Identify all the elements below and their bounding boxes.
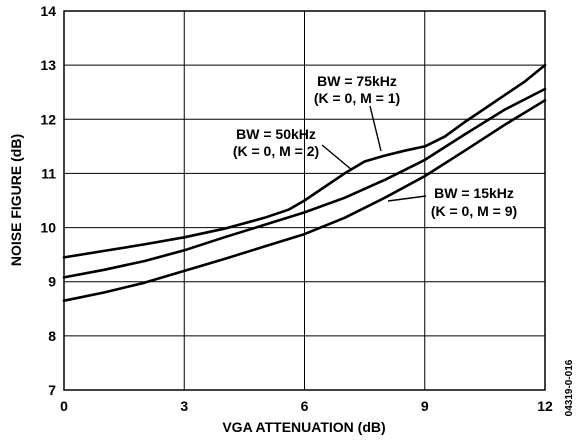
x-tick-label-0: 0 [60,398,68,414]
y-tick-labels: 7 8 9 10 11 12 13 14 [40,3,56,398]
leader-line-15khz [387,195,427,202]
x-tick-label-3: 3 [180,398,188,414]
y-tick-label-10: 10 [40,220,56,236]
annotation-75khz-line1: BW = 75kHz [317,73,397,89]
annotation-75khz-line2: (K = 0, M = 1) [314,90,400,106]
series-line-75khz [62,63,547,259]
y-tick-label-14: 14 [40,3,56,19]
annotation-50khz: BW = 50kHz (K = 0, M = 2) [233,126,319,159]
annotation-50khz-line2: (K = 0, M = 2) [233,143,319,159]
y-tick-label-12: 12 [40,111,56,127]
y-axis-title: NOISE FIGURE (dB) [8,134,24,266]
figure-code: 04319-0-016 [564,359,575,416]
y-tick-label-11: 11 [41,165,56,181]
annotation-15khz-line2: (K = 0, M = 9) [431,203,517,219]
series-line-15khz [62,99,547,303]
x-tick-label-6: 6 [301,398,309,414]
y-tick-label-8: 8 [48,328,56,344]
annotation-15khz-line1: BW = 15kHz [434,185,514,201]
x-tick-label-12: 12 [537,398,553,414]
series-lines [62,63,547,303]
series-line-50khz [62,87,547,279]
y-tick-label-9: 9 [48,274,56,290]
annotation-50khz-line1: BW = 50kHz [236,126,316,142]
annotation-15khz: BW = 15kHz (K = 0, M = 9) [431,185,517,219]
leader-line-50khz [321,144,353,171]
y-tick-label-7: 7 [48,382,56,398]
x-axis-title: VGA ATTENUATION (dB) [222,419,385,435]
leader-line-75khz [369,105,382,152]
x-tick-labels: 0 3 6 9 12 [60,398,553,414]
y-tick-label-13: 13 [40,57,56,73]
x-tick-label-9: 9 [421,398,429,414]
annotation-75khz: BW = 75kHz (K = 0, M = 1) [314,73,400,106]
plot-frame [63,10,546,391]
